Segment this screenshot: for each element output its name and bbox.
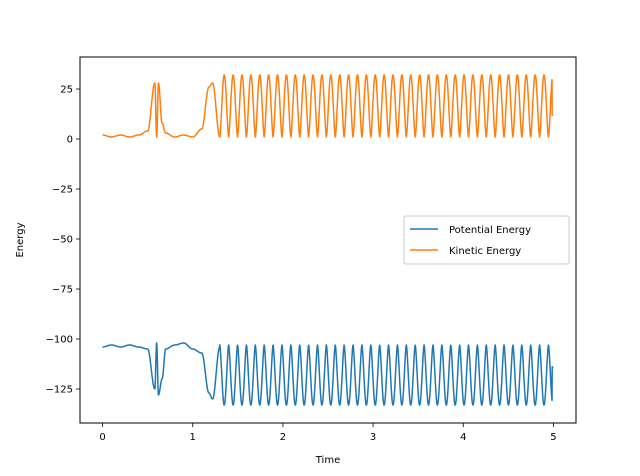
y-axis: 25 0 −25 −50 −75 −100 −125 — [46, 85, 80, 396]
legend-label-kinetic: Kinetic Energy — [449, 246, 521, 257]
y-tick-label: −25 — [52, 185, 73, 196]
x-tick-label: 1 — [190, 432, 196, 443]
x-tick-label: 5 — [550, 432, 556, 443]
y-tick-label: −75 — [52, 285, 73, 296]
y-tick-label: −125 — [46, 385, 73, 396]
y-tick-label: −50 — [52, 235, 73, 246]
series-line-kinetic-energy — [101, 74, 555, 138]
x-axis: 0 1 2 3 4 5 — [99, 423, 557, 443]
legend-label-potential: Potential Energy — [449, 225, 531, 236]
plot-frame — [79, 56, 577, 424]
legend-box — [403, 215, 570, 265]
x-tick-label: 0 — [99, 432, 105, 443]
plot-lines — [101, 74, 555, 406]
x-tick-label: 4 — [460, 432, 466, 443]
x-tick-label: 3 — [370, 432, 376, 443]
x-axis-label: Time — [315, 455, 340, 466]
y-tick-label: −100 — [46, 335, 73, 346]
y-axis-label: Energy — [15, 222, 26, 257]
series-line-potential-energy — [101, 342, 555, 406]
y-tick-label: 25 — [60, 85, 73, 96]
y-tick-label: 0 — [67, 135, 73, 146]
x-tick-label: 2 — [280, 432, 286, 443]
legend: Potential Energy Kinetic Energy — [403, 215, 570, 265]
